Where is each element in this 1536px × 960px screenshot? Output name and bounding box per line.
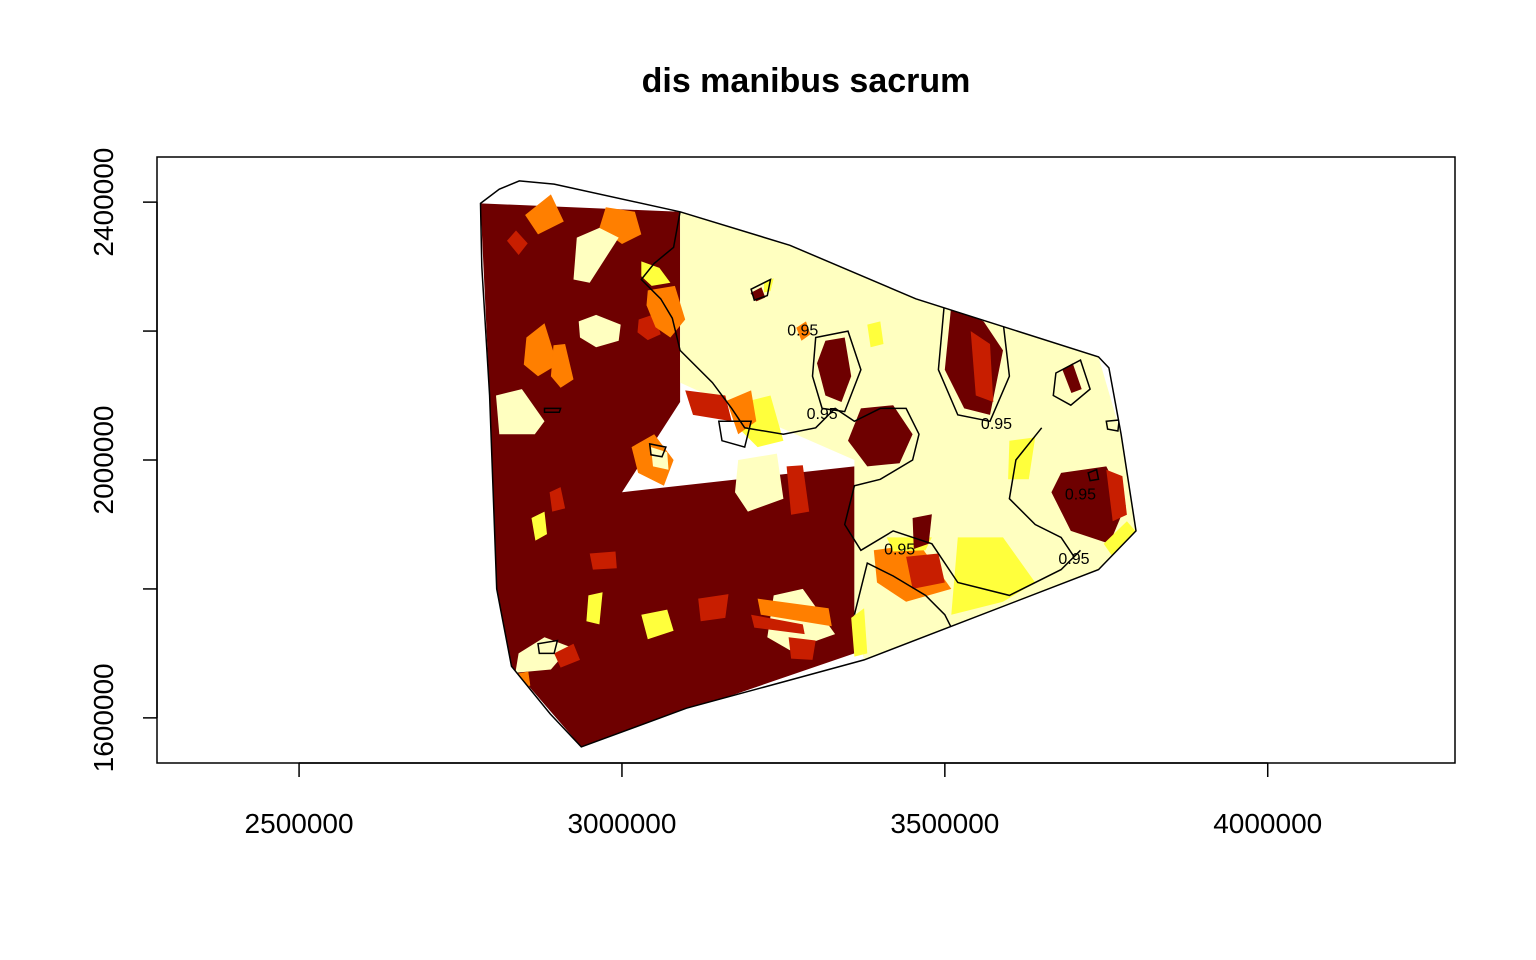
contour-line-1 [853,562,959,641]
heatmap-patch-39 [851,608,868,657]
heatmap-patch-5 [573,227,619,283]
heatmap-patch-47 [1062,363,1082,393]
heatmap-patch-40 [848,405,913,467]
chart-title: dis manibus sacrum [642,62,971,100]
heatmap-patch-29 [788,637,816,660]
heatmap-patch-35 [906,553,945,589]
heatmap-patch-45 [1106,469,1127,522]
contour-line-6 [750,278,772,302]
contour-label-1: 0.95 [807,406,838,423]
heatmap-patch-46 [1103,521,1136,557]
heatmap-patch-37 [912,514,932,549]
heatmap-patch-22 [589,551,617,570]
heatmap-patch-15 [726,390,757,435]
contour-line-12 [1105,419,1121,432]
contour-label-2: 0.95 [981,416,1012,433]
heatmap-patch-11 [646,285,686,338]
x-tick-label-2: 3500000 [890,808,999,839]
region-outline [479,180,1137,748]
y-axis: 1600000 2000000 2400000 [88,148,158,772]
heatmap-patch-26 [751,614,805,635]
heatmap-patch-41 [817,337,852,402]
heatmap-patch-25 [757,598,832,627]
x-axis: 2500000 3000000 3500000 4000000 [245,762,1322,839]
contour-label-4: 0.95 [1058,551,1089,568]
plot-frame [156,156,1456,764]
contour-label-3: 0.95 [1065,487,1096,504]
heatmap-patch-28 [698,594,729,622]
heatmap-patch-51 [796,321,811,341]
y-tick-label-4: 2400000 [88,148,119,257]
heatmap-patch-27 [641,609,674,640]
contour-line-3 [811,330,862,413]
heatmap-raster [480,194,1136,747]
heatmap-patch-7 [550,344,574,388]
heatmap-patch-32 [554,643,580,668]
contour-line-8 [648,442,667,458]
heatmap-patch-12 [641,261,671,286]
heatmap-patch-13 [685,390,732,422]
contour-label-0: 0.95 [787,322,818,339]
heatmap-patch-19 [786,465,810,515]
y-tick-label-2: 2000000 [88,405,119,514]
heatmap-patch-20 [549,487,566,512]
heatmap-patch-2 [507,230,528,255]
x-tick-label-0: 2500000 [245,808,354,839]
heatmap-patch-44 [1051,466,1126,544]
contour-label-5: 0.95 [884,541,915,558]
heatmap-patch-9 [578,314,621,348]
heatmap-patch-6 [523,323,558,377]
y-tick-label-0: 1600000 [88,663,119,772]
contour-line-10 [543,407,562,414]
contour-line-9 [537,639,559,655]
heatmap-patch-38 [951,537,1036,615]
heatmap-patch-8 [496,389,545,435]
x-tick-label-3: 4000000 [1213,808,1322,839]
contour-line-0 [640,211,1082,597]
x-tick-label-1: 3000000 [567,808,676,839]
heatmap-patch-21 [531,511,547,541]
heatmap-patch-43 [970,331,994,402]
contour-line-7 [717,420,753,449]
heatmap-patch-23 [586,592,603,625]
contour-line-11 [1087,468,1100,482]
contour-line-2 [1008,427,1075,558]
contour-line-5 [1052,359,1091,407]
heatmap-patch-52 [867,321,884,348]
heatmap-patch-3 [525,194,564,235]
contour-labels: 0.95 0.95 0.95 0.95 0.95 0.95 [787,322,1096,568]
heatmap-patch-18 [735,453,784,512]
